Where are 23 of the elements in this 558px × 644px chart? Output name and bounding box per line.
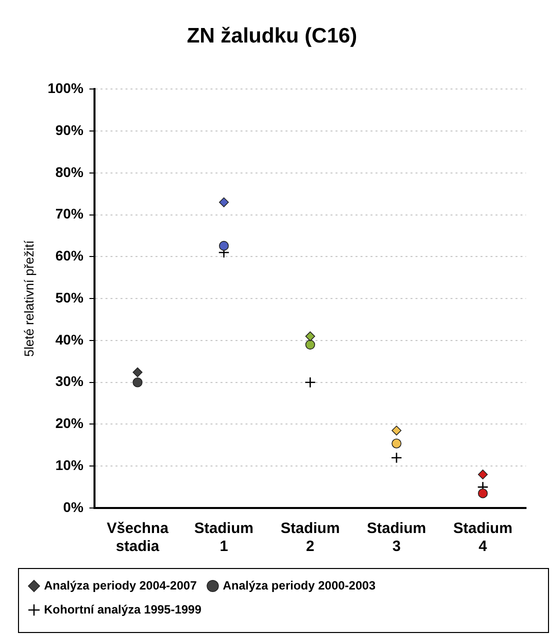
y-tick-label: 50%	[55, 289, 84, 306]
y-tick-label: 70%	[55, 206, 84, 222]
legend-label: Analýza periody 2004-2007	[44, 578, 198, 592]
chart-title: ZN žaludku (C16)	[186, 24, 358, 48]
legend-label: Analýza periody 2000-2003	[222, 578, 376, 592]
y-tick-label: 0%	[63, 498, 84, 515]
x-tick-label: Stadium 1	[194, 520, 254, 556]
legend-label: Kohortní analýza 1995-1999	[44, 602, 202, 616]
y-tick-label: 100%	[48, 80, 84, 96]
point	[390, 452, 402, 464]
y-axis-title: 5leté relativní přežití	[21, 240, 36, 357]
y-tick-label: 40%	[55, 331, 84, 348]
y-tick-label: 80%	[55, 164, 84, 180]
x-tick-label: Stadium 4	[453, 520, 512, 556]
point	[304, 376, 316, 388]
y-tick-label: 20%	[55, 415, 84, 432]
y-tick-label: 60%	[55, 248, 84, 264]
x-tick-label: Stadium 3	[366, 520, 426, 556]
x-tick-label: Všechna stadia	[106, 520, 170, 556]
y-tick-label: 90%	[55, 122, 84, 138]
x-tick-label: Stadium 2	[280, 520, 340, 556]
y-tick-label: 30%	[55, 373, 84, 390]
y-tick-label: 10%	[55, 456, 84, 473]
